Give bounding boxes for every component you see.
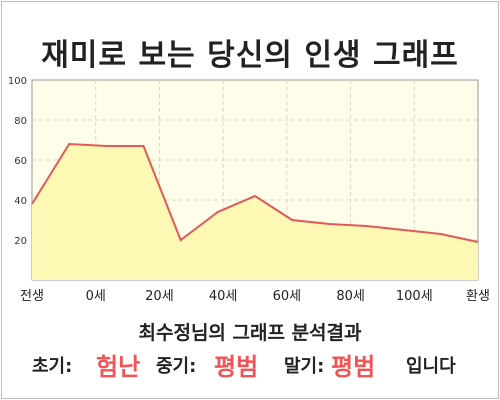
mid-label: 중기: <box>156 356 197 377</box>
x-tick-label: 40세 <box>209 289 238 304</box>
early-value: 험난 <box>96 353 141 381</box>
y-tick-label: 100 <box>8 76 27 87</box>
x-tick-label: 0세 <box>86 289 106 304</box>
x-tick-label: 80세 <box>336 289 365 304</box>
series-area <box>31 142 479 280</box>
result-ending: 입니다 <box>406 356 456 377</box>
y-tick-labels: 20 40 60 80 100 <box>8 76 27 247</box>
area-fill <box>32 144 478 280</box>
x-tick-label: 20세 <box>145 289 174 304</box>
late-label: 말기: <box>284 356 325 377</box>
late-value: 평범 <box>331 353 376 381</box>
y-tick-label: 60 <box>14 156 27 167</box>
analysis-subtitle: 최수정님의 그래프 분석결과 <box>138 322 362 344</box>
y-tick-label: 80 <box>14 116 27 127</box>
x-tick-label: 전생 <box>20 289 44 304</box>
x-tick-labels: 전생 0세 20세 40세 60세 80세 100세 환생 <box>20 289 490 304</box>
analysis-result: 초기: 험난 중기: 평범 말기: 평범 입니다 <box>0 348 500 381</box>
early-label: 초기: <box>32 356 73 377</box>
x-tick-label: 60세 <box>273 289 302 304</box>
x-tick-label: 100세 <box>396 289 433 304</box>
y-tick-label: 20 <box>14 236 27 247</box>
mid-value: 평범 <box>214 353 259 381</box>
x-tick-label: 환생 <box>466 289 490 304</box>
page-title: 재미로 보는 당신의 인생 그래프 <box>41 38 459 73</box>
y-tick-label: 40 <box>14 196 27 207</box>
